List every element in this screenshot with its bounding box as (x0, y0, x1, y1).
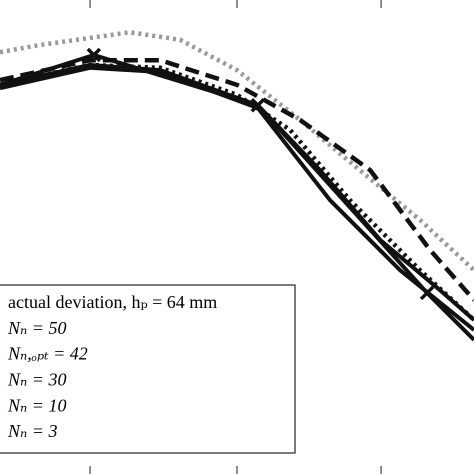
series-line (0, 62, 474, 322)
series-marker (419, 285, 435, 301)
series-line (0, 57, 474, 302)
series-line (0, 62, 474, 322)
legend-label: Nₙ = 50 (7, 318, 66, 338)
legend-label: actual deviation, hₚ = 64 mm (8, 292, 217, 312)
series-marker (86, 47, 102, 63)
legend-label: Nₙ = 10 (7, 395, 66, 415)
legend-label: Nₙ = 30 (7, 370, 66, 390)
legend-label: Nₙ,ₒₚₜ = 42 (7, 344, 88, 364)
series-marker (250, 97, 266, 113)
legend-box (0, 284, 296, 454)
series-line (0, 29, 474, 272)
legend-label: Nₙ = 3 (7, 421, 57, 441)
legend: actual deviation, hₚ = 64 mm Nₙ = 50 Nₙ,ₒₚ… (0, 284, 296, 454)
